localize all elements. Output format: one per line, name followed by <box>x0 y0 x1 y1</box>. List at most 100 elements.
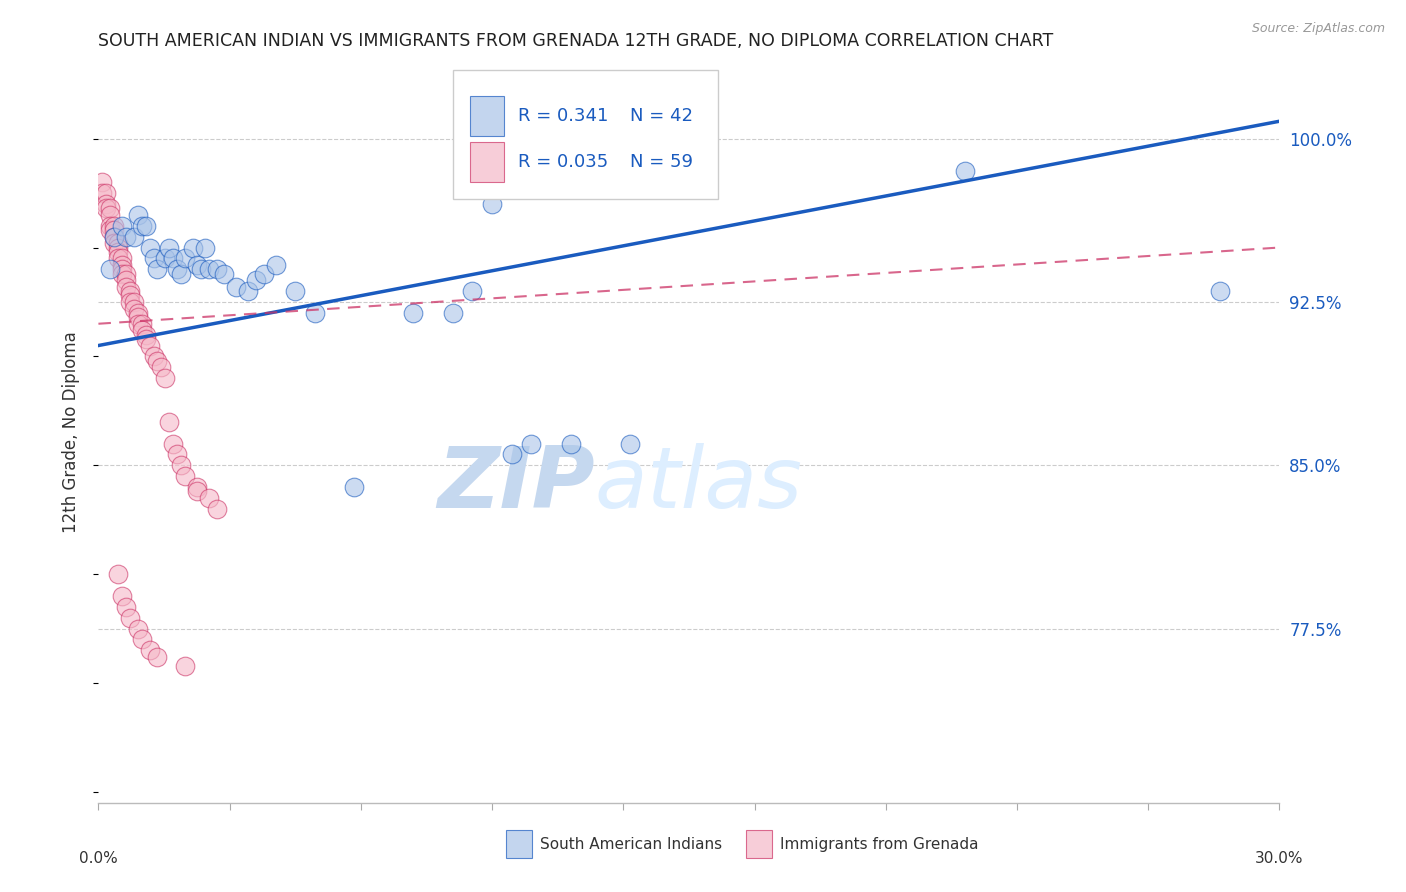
Point <box>441 306 464 320</box>
Point <box>245 273 267 287</box>
Point <box>103 229 125 244</box>
Point <box>157 415 180 429</box>
Point <box>96 202 118 216</box>
Point <box>146 649 169 664</box>
Point <box>103 219 125 233</box>
Point <box>127 208 149 222</box>
Point <box>115 273 138 287</box>
Point <box>91 186 114 200</box>
Point <box>115 229 138 244</box>
Point <box>115 599 138 614</box>
Point <box>115 267 138 281</box>
Point <box>186 480 208 494</box>
Point <box>127 622 149 636</box>
Point <box>107 252 129 266</box>
FancyBboxPatch shape <box>471 142 503 182</box>
Y-axis label: 12th Grade, No Diploma: 12th Grade, No Diploma <box>62 332 80 533</box>
Point <box>98 223 121 237</box>
Text: R = 0.341: R = 0.341 <box>517 107 607 125</box>
Point <box>560 436 582 450</box>
Text: ZIP: ZIP <box>437 443 595 526</box>
Text: South American Indians: South American Indians <box>540 837 723 852</box>
Point <box>98 202 121 216</box>
Point <box>174 658 197 673</box>
Point <box>190 262 212 277</box>
Point <box>402 306 425 320</box>
Point <box>146 262 169 277</box>
Point <box>138 338 160 352</box>
Point <box>127 306 149 320</box>
Point <box>111 258 134 272</box>
Point <box>118 288 141 302</box>
Point <box>155 252 177 266</box>
Point <box>166 447 188 461</box>
Text: atlas: atlas <box>595 443 803 526</box>
Point <box>107 236 129 251</box>
Text: 0.0%: 0.0% <box>79 851 118 866</box>
Point <box>264 258 287 272</box>
Point <box>135 327 157 342</box>
Point <box>236 284 259 298</box>
FancyBboxPatch shape <box>471 95 503 136</box>
Point <box>343 480 366 494</box>
Point <box>107 244 129 259</box>
Point <box>461 284 484 298</box>
Point <box>520 436 543 450</box>
Point <box>118 295 141 310</box>
Point <box>122 229 145 244</box>
Point <box>111 262 134 277</box>
Point <box>157 240 180 254</box>
Point <box>131 632 153 647</box>
Point <box>111 267 134 281</box>
Point <box>186 258 208 272</box>
Point <box>174 469 197 483</box>
Point <box>107 567 129 582</box>
Point <box>174 252 197 266</box>
Point <box>103 223 125 237</box>
Point <box>197 262 219 277</box>
Point <box>138 643 160 657</box>
Point <box>96 186 118 200</box>
Point <box>181 240 204 254</box>
Point <box>98 262 121 277</box>
Point <box>205 501 228 516</box>
Point <box>98 219 121 233</box>
Point <box>142 350 165 364</box>
Point <box>284 284 307 298</box>
Point <box>131 317 153 331</box>
Point <box>146 353 169 368</box>
Point <box>155 371 177 385</box>
Point <box>111 589 134 603</box>
Point <box>501 447 523 461</box>
Text: Source: ZipAtlas.com: Source: ZipAtlas.com <box>1251 22 1385 36</box>
Point <box>150 360 173 375</box>
Point <box>111 252 134 266</box>
Point <box>96 197 118 211</box>
Point <box>481 197 503 211</box>
Point <box>142 252 165 266</box>
Point <box>107 240 129 254</box>
Point <box>127 310 149 325</box>
Point <box>953 164 976 178</box>
Point <box>91 175 114 189</box>
Point <box>214 267 236 281</box>
Point <box>103 236 125 251</box>
Text: N = 59: N = 59 <box>630 153 693 171</box>
Point <box>253 267 276 281</box>
Point <box>138 240 160 254</box>
Point <box>135 332 157 346</box>
Text: N = 42: N = 42 <box>630 107 693 125</box>
Point <box>1209 284 1232 298</box>
Point <box>118 284 141 298</box>
Point <box>619 436 641 450</box>
Text: 30.0%: 30.0% <box>1256 851 1303 866</box>
Point <box>162 252 184 266</box>
FancyBboxPatch shape <box>506 830 531 858</box>
Point <box>131 323 153 337</box>
Point <box>127 317 149 331</box>
Point <box>122 301 145 316</box>
Text: SOUTH AMERICAN INDIAN VS IMMIGRANTS FROM GRENADA 12TH GRADE, NO DIPLOMA CORRELAT: SOUTH AMERICAN INDIAN VS IMMIGRANTS FROM… <box>98 32 1053 50</box>
Point <box>162 436 184 450</box>
Point <box>170 458 193 473</box>
Text: Immigrants from Grenada: Immigrants from Grenada <box>780 837 979 852</box>
